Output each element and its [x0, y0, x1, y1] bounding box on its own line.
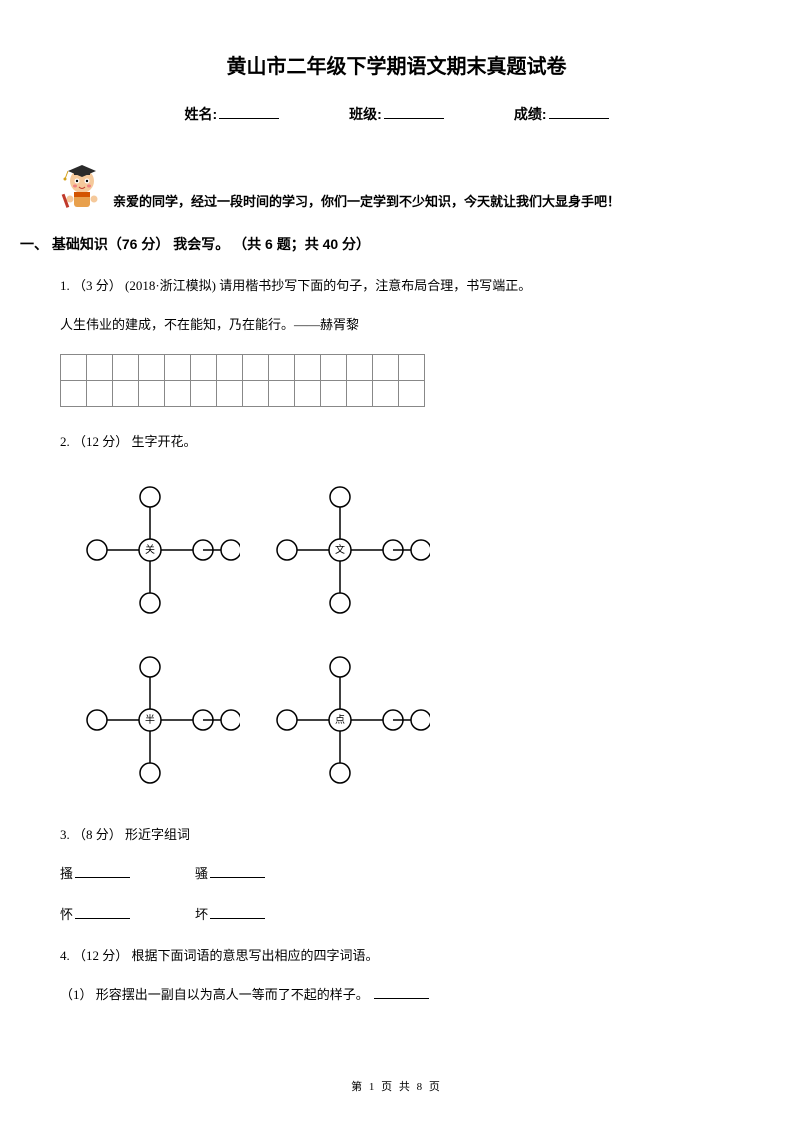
flower-diagram: 点	[270, 640, 430, 800]
grid-cell[interactable]	[87, 354, 113, 380]
grid-cell[interactable]	[243, 380, 269, 406]
grid-cell[interactable]	[165, 380, 191, 406]
grid-cell[interactable]	[269, 354, 295, 380]
name-blank[interactable]	[219, 118, 279, 119]
char-label: 搔	[60, 864, 73, 885]
score-blank[interactable]	[549, 118, 609, 119]
char-pair-row: 怀坏	[60, 905, 733, 926]
q1-quote: 人生伟业的建成，不在能知，乃在能行。——赫胥黎	[60, 315, 733, 336]
q1-header: 1. （3 分） (2018·浙江模拟) 请用楷书抄写下面的句子，注意布局合理，…	[60, 276, 733, 297]
intro-text: 亲爱的同学，经过一段时间的学习，你们一定学到不少知识，今天就让我们大显身手吧！	[113, 191, 620, 214]
svg-text:半: 半	[145, 713, 155, 726]
grid-cell[interactable]	[373, 380, 399, 406]
char-blank[interactable]	[210, 918, 265, 919]
grid-cell[interactable]	[217, 380, 243, 406]
grid-cell[interactable]	[321, 380, 347, 406]
char-blank[interactable]	[75, 877, 130, 878]
grid-cell[interactable]	[191, 380, 217, 406]
q4-header: 4. （12 分） 根据下面词语的意思写出相应的四字词语。	[60, 946, 733, 967]
grid-cell[interactable]	[139, 380, 165, 406]
char-label: 骚	[195, 864, 208, 885]
class-label: 班级:	[349, 104, 382, 124]
svg-text:文: 文	[335, 543, 345, 556]
grid-cell[interactable]	[191, 354, 217, 380]
grid-cell[interactable]	[399, 380, 425, 406]
class-blank[interactable]	[384, 118, 444, 119]
grid-cell[interactable]	[113, 354, 139, 380]
grid-cell[interactable]	[61, 380, 87, 406]
question-1: 1. （3 分） (2018·浙江模拟) 请用楷书抄写下面的句子，注意布局合理，…	[60, 276, 733, 407]
mascot-icon	[60, 159, 105, 214]
grid-cell[interactable]	[61, 354, 87, 380]
grid-cell[interactable]	[373, 354, 399, 380]
char-pair-item: 坏	[195, 905, 265, 926]
grid-cell[interactable]	[399, 354, 425, 380]
score-label: 成绩:	[514, 104, 547, 124]
char-pair-row: 搔骚	[60, 864, 733, 885]
grid-cell[interactable]	[347, 380, 373, 406]
class-field: 班级:	[349, 104, 444, 124]
grid-cell[interactable]	[165, 354, 191, 380]
intro-row: 亲爱的同学，经过一段时间的学习，你们一定学到不少知识，今天就让我们大显身手吧！	[60, 159, 733, 214]
char-blank[interactable]	[210, 877, 265, 878]
q4-sub1-text: （1） 形容摆出一副自以为高人一等而了不起的样子。	[60, 987, 369, 1002]
grid-cell[interactable]	[87, 380, 113, 406]
q4-sub1-blank[interactable]	[374, 998, 429, 999]
page-title: 黄山市二年级下学期语文期末真题试卷	[60, 50, 733, 79]
grid-cell[interactable]	[139, 354, 165, 380]
char-label: 怀	[60, 905, 73, 926]
grid-cell[interactable]	[321, 354, 347, 380]
score-field: 成绩:	[514, 104, 609, 124]
grid-cell[interactable]	[113, 380, 139, 406]
flower-container: 关 文半 点	[80, 470, 733, 800]
question-3: 3. （8 分） 形近字组词 搔骚怀坏	[60, 825, 733, 925]
grid-cell[interactable]	[243, 354, 269, 380]
flower-diagram: 半	[80, 640, 240, 800]
grid-cell[interactable]	[295, 380, 321, 406]
name-field: 姓名:	[184, 104, 279, 124]
char-blank[interactable]	[75, 918, 130, 919]
char-pair-item: 骚	[195, 864, 265, 885]
question-2: 2. （12 分） 生字开花。 关 文半 点	[60, 432, 733, 801]
char-pair-item: 搔	[60, 864, 130, 885]
grid-cell[interactable]	[217, 354, 243, 380]
char-label: 坏	[195, 905, 208, 926]
section-1-header: 一、 基础知识（76 分） 我会写。 （共 6 题；共 40 分）	[20, 234, 733, 254]
flower-diagram: 文	[270, 470, 430, 630]
grid-cell[interactable]	[347, 354, 373, 380]
svg-text:关: 关	[145, 543, 155, 556]
writing-grid[interactable]	[60, 354, 425, 407]
q3-header: 3. （8 分） 形近字组词	[60, 825, 733, 846]
student-info-line: 姓名: 班级: 成绩:	[60, 104, 733, 124]
grid-cell[interactable]	[295, 354, 321, 380]
q4-sub1: （1） 形容摆出一副自以为高人一等而了不起的样子。	[60, 985, 733, 1006]
svg-text:点: 点	[335, 714, 345, 726]
question-4: 4. （12 分） 根据下面词语的意思写出相应的四字词语。 （1） 形容摆出一副…	[60, 946, 733, 1006]
flower-diagram: 关	[80, 470, 240, 630]
grid-cell[interactable]	[269, 380, 295, 406]
name-label: 姓名:	[184, 104, 217, 124]
page-footer: 第 1 页 共 8 页	[0, 1078, 793, 1094]
q2-header: 2. （12 分） 生字开花。	[60, 432, 733, 453]
char-pair-item: 怀	[60, 905, 130, 926]
